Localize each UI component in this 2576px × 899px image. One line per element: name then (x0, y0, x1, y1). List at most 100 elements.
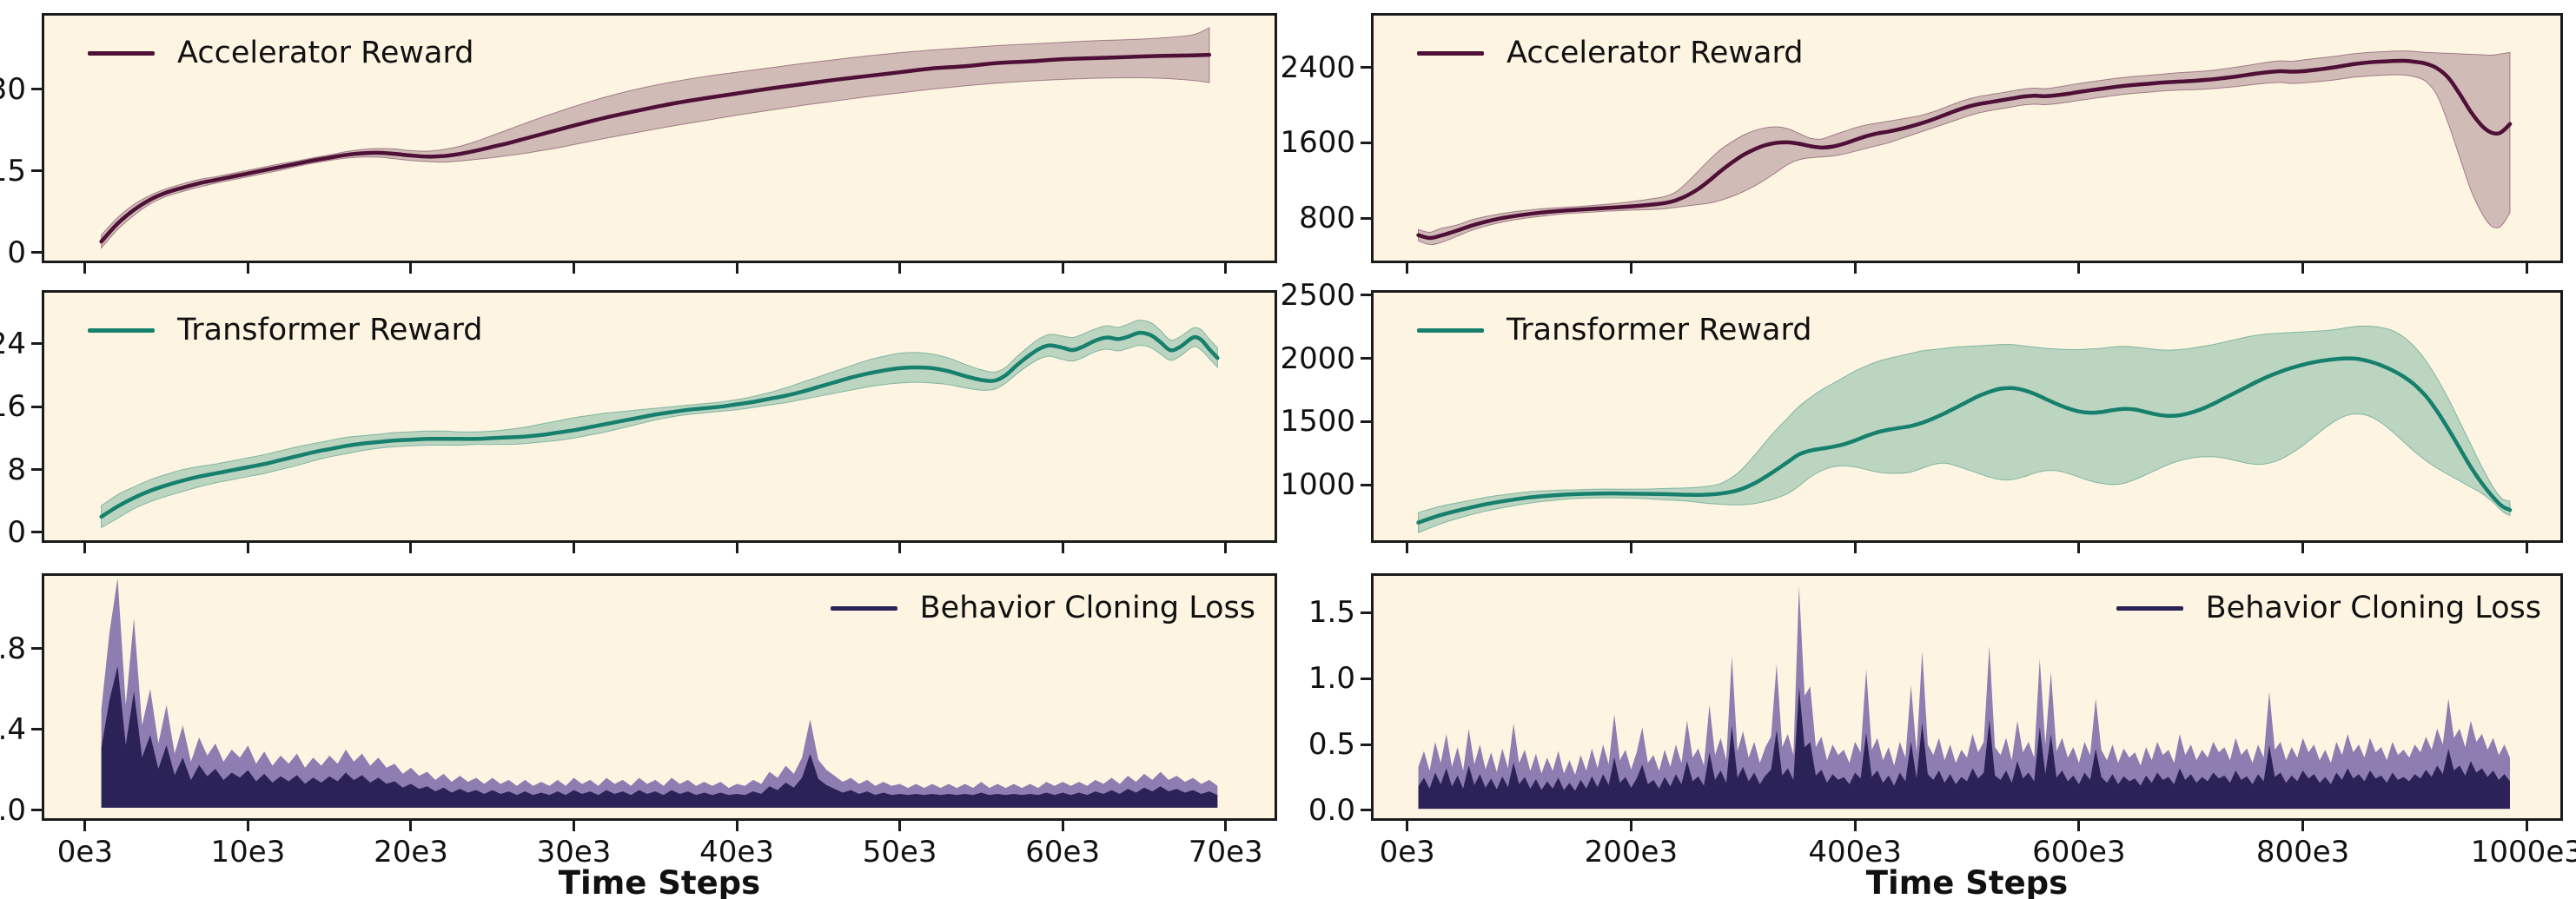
chart-canvas (1418, 586, 2511, 810)
subplot-transformer-reward-right: Transformer Reward (1371, 290, 2563, 543)
y-tick-mark (1361, 611, 1371, 614)
legend-line-swatch (830, 606, 897, 611)
x-tick-mark (735, 821, 738, 831)
x-tick-label: 30e3 (536, 835, 612, 869)
x-tick-label: 600e3 (2032, 835, 2126, 869)
confidence-band (1418, 50, 2511, 246)
y-tick-label: 0.8 (0, 631, 26, 666)
y-tick-label: 8 (7, 452, 26, 487)
legend-label: Accelerator Reward (177, 36, 474, 70)
y-tick-mark (1361, 66, 1371, 69)
y-tick-label: 2400 (1280, 50, 1355, 85)
y-tick-label: 1600 (1280, 125, 1355, 161)
x-tick-label: 800e3 (2255, 835, 2350, 869)
y-tick-mark (1361, 420, 1371, 423)
confidence-band (101, 320, 1218, 529)
y-tick-mark (1361, 483, 1371, 486)
y-tick-mark (1361, 294, 1371, 297)
x-tick-mark (898, 821, 902, 831)
y-tick-mark (31, 342, 42, 346)
y-tick-label: 0.0 (0, 792, 26, 828)
y-tick-label: 16 (0, 389, 26, 425)
chart-canvas (101, 578, 1218, 808)
x-tick-mark (573, 543, 576, 553)
x-tick-mark (1629, 263, 1632, 274)
x-tick-mark (2301, 821, 2305, 831)
y-tick-mark (1361, 141, 1371, 144)
x-tick-mark (1853, 543, 1857, 553)
y-tick-label: 1000 (1280, 467, 1355, 503)
y-tick-label: 1500 (1280, 404, 1355, 440)
x-tick-mark (735, 543, 738, 553)
subplot-behavior-cloning-loss-left: Behavior Cloning Loss (42, 573, 1277, 821)
y-tick-mark (31, 88, 42, 91)
x-tick-mark (83, 821, 87, 831)
chart-canvas (99, 320, 1220, 529)
x-tick-mark (409, 263, 413, 274)
x-tick-label: 400e3 (1808, 835, 1902, 869)
y-tick-label: 24 (0, 326, 26, 361)
y-tick-mark (31, 728, 42, 731)
y-tick-mark (31, 169, 42, 173)
x-tick-mark (735, 263, 738, 274)
confidence-band (101, 27, 1210, 249)
subplot-accelerator-reward-right: Accelerator Reward (1371, 13, 2563, 263)
x-tick-label: 0e3 (56, 835, 113, 869)
legend: Behavior Cloning Loss (830, 593, 1255, 624)
x-tick-mark (1224, 263, 1228, 274)
x-tick-mark (1224, 543, 1228, 553)
y-tick-label: 800 (1299, 201, 1355, 236)
y-tick-mark (1361, 743, 1371, 746)
legend-label: Accelerator Reward (1507, 36, 1804, 70)
loss-dark-trace (101, 665, 1218, 808)
y-tick-label: 1.0 (1308, 661, 1355, 697)
chart-canvas (1416, 50, 2513, 246)
x-tick-mark (2077, 543, 2081, 553)
x-axis-title-right: Time Steps (1865, 864, 2069, 899)
chart-canvas (1416, 325, 2513, 534)
y-tick-mark (31, 809, 42, 812)
mean-line (1416, 58, 2513, 241)
x-tick-mark (1406, 543, 1409, 553)
x-tick-label: 50e3 (862, 835, 937, 869)
legend: Accelerator Reward (88, 38, 473, 69)
legend: Behavior Cloning Loss (2116, 593, 2541, 624)
y-tick-mark (1361, 677, 1371, 680)
x-tick-mark (246, 263, 249, 274)
x-tick-label: 1000e3 (2470, 835, 2576, 869)
x-tick-mark (2301, 263, 2305, 274)
x-tick-mark (2077, 821, 2081, 831)
confidence-band (1418, 325, 2511, 534)
x-tick-mark (1853, 821, 1857, 831)
y-tick-mark (31, 405, 42, 408)
y-tick-label: 1.5 (1308, 595, 1355, 631)
x-tick-mark (246, 543, 249, 553)
legend-line-swatch (2116, 606, 2183, 611)
x-tick-mark (1406, 263, 1409, 274)
x-tick-label: 70e3 (1188, 835, 1263, 869)
x-tick-mark (898, 543, 902, 553)
x-tick-mark (573, 263, 576, 274)
x-tick-label: 200e3 (1584, 835, 1679, 869)
legend-line-swatch (1417, 328, 1484, 333)
x-tick-mark (246, 821, 249, 831)
chart-canvas (99, 27, 1212, 249)
x-tick-mark (2301, 543, 2305, 553)
legend: Transformer Reward (1417, 315, 1812, 346)
loss-dark-trace (1418, 687, 2511, 810)
x-tick-mark (1061, 263, 1064, 274)
x-tick-mark (2525, 821, 2528, 831)
x-tick-mark (1224, 821, 1228, 831)
y-tick-mark (31, 647, 42, 651)
x-tick-mark (1853, 263, 1857, 274)
y-tick-label: 0.4 (0, 711, 26, 747)
x-tick-mark (1406, 821, 1409, 831)
subplot-behavior-cloning-loss-right: Behavior Cloning Loss (1371, 573, 2563, 821)
y-tick-label: 15 (0, 153, 26, 188)
y-tick-label: 30 (0, 71, 26, 107)
x-tick-label: 20e3 (374, 835, 448, 869)
y-tick-mark (1361, 357, 1371, 360)
x-tick-mark (1061, 543, 1064, 553)
y-tick-label: 2000 (1280, 340, 1355, 376)
